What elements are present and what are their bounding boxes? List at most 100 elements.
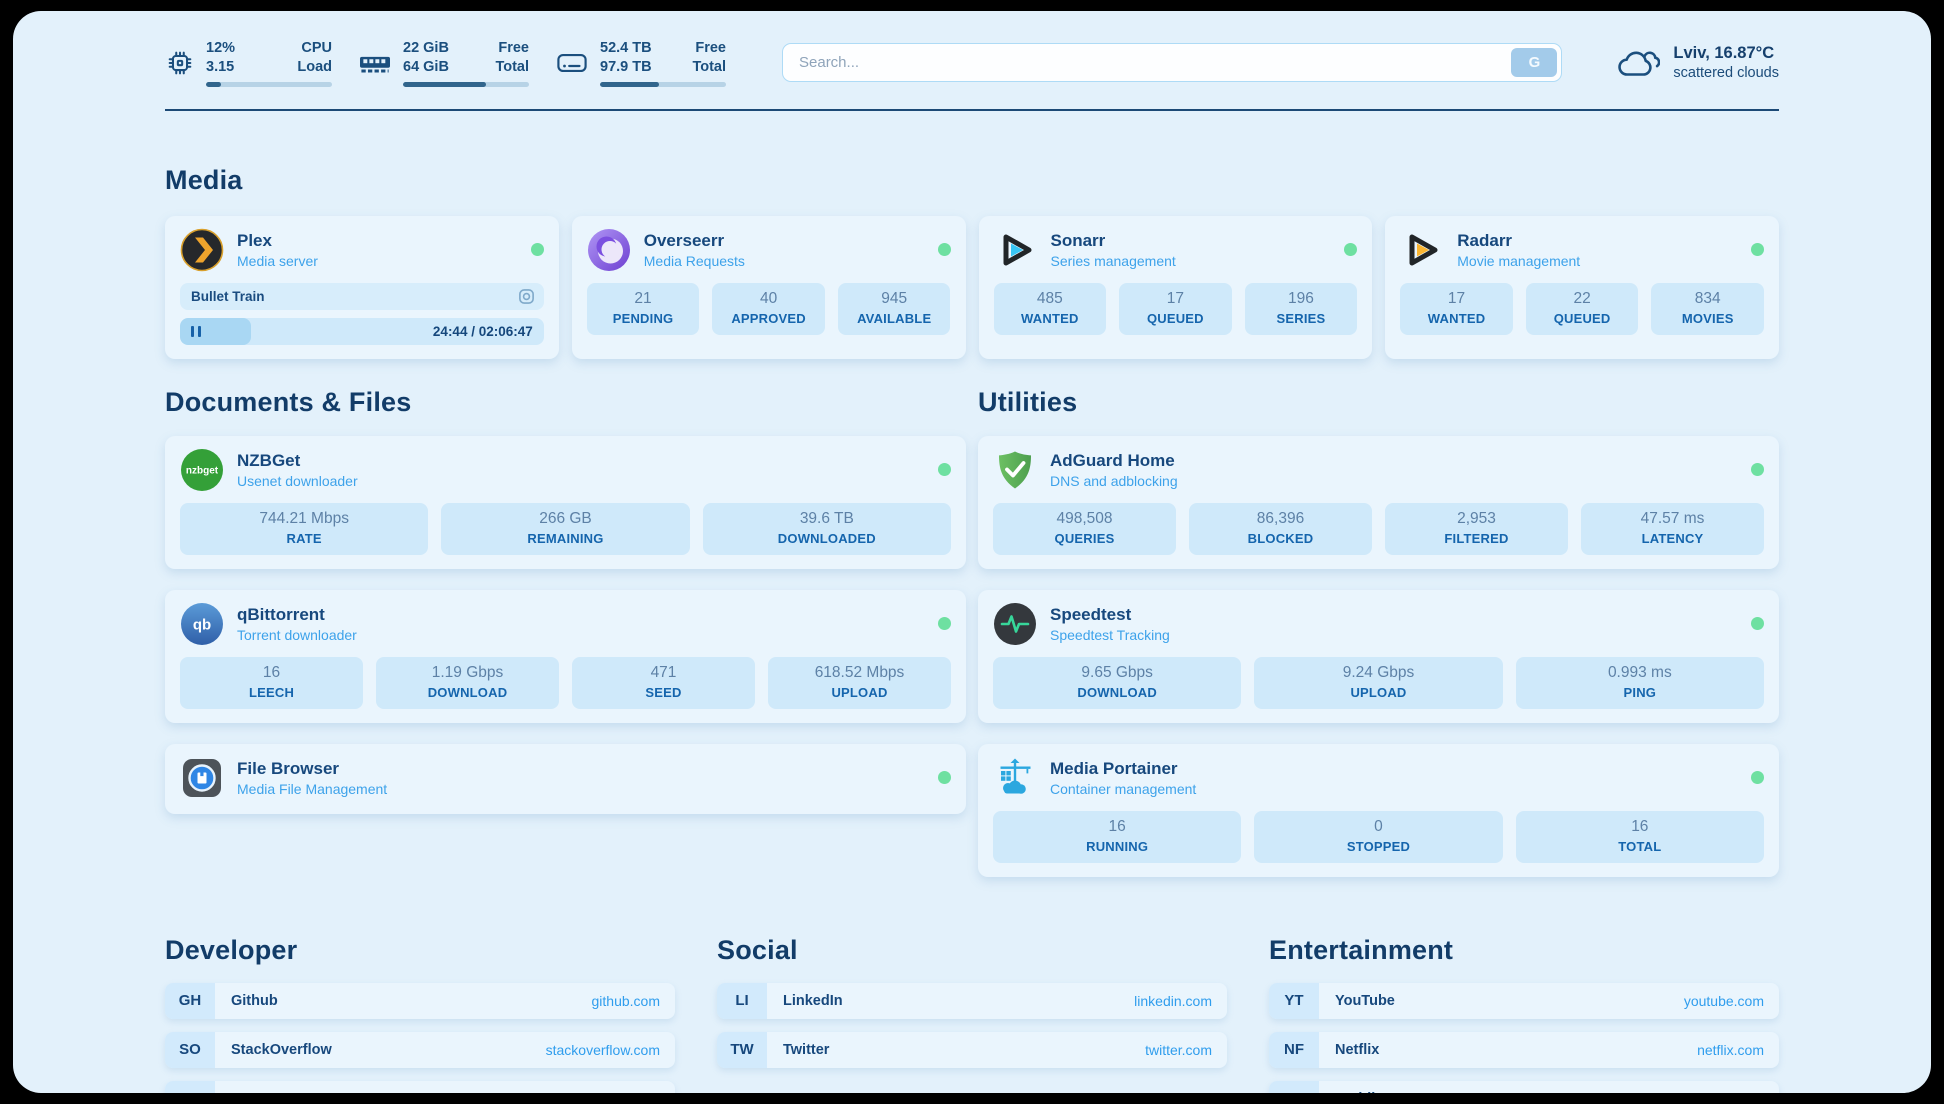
- speedtest-stat-ping: 0.993 ms PING: [1515, 656, 1764, 709]
- ram-widget: 22 GiB 64 GiB Free Total: [358, 39, 529, 87]
- disk-free-value: 52.4 TB: [600, 40, 652, 56]
- sonarr-stat-series: 196 SERIES: [1244, 282, 1358, 335]
- svg-text:nzbget: nzbget: [186, 465, 219, 476]
- app-card-sonarr[interactable]: Sonarr Series management 485 WANTED 17 QUE…: [978, 215, 1373, 359]
- link-url-youtube[interactable]: youtube.com: [1683, 992, 1764, 1009]
- radarr-stat-wanted: 17 WANTED: [1400, 282, 1513, 335]
- search-engine-button[interactable]: G: [1511, 48, 1558, 78]
- cpu-progress-bar: [206, 81, 332, 87]
- ram-total-value: 64 GiB: [403, 58, 449, 75]
- plex-session-icon[interactable]: [518, 288, 535, 305]
- link-youtube[interactable]: YT YouTube youtube.com: [1269, 982, 1779, 1019]
- link-tag-linkedin: LI: [717, 982, 767, 1019]
- cpu-icon: [168, 51, 192, 75]
- link-url-github[interactable]: github.com: [591, 992, 660, 1009]
- cpu-usage-label: CPU: [301, 40, 332, 56]
- adguard-stat-filtered: 2,953 FILTERED: [1385, 502, 1568, 555]
- app-card-radarr[interactable]: Radarr Movie management 17 WANTED 22 QUEUE…: [1385, 215, 1779, 359]
- plex-now-playing[interactable]: Bullet Train: [180, 282, 544, 310]
- ram-progress-bar: [403, 81, 529, 87]
- link-url-dev[interactable]: dev.to: [623, 1091, 660, 1093]
- speedtest-stat-download: 9.65 Gbps DOWNLOAD: [993, 656, 1242, 709]
- ram-free-label: Free: [498, 40, 529, 56]
- app-card-qbittorrent[interactable]: qb qBittorrent Torrent downloader 16 LEEC…: [165, 589, 966, 723]
- section-developer: Developer GH Github github.com SO StackO…: [165, 935, 675, 1093]
- link-netflix[interactable]: NF Netflix netflix.com: [1269, 1031, 1779, 1068]
- link-github[interactable]: GH Github github.com: [165, 982, 675, 1019]
- cpu-widget: 12% 3.15 CPU Load: [165, 39, 332, 87]
- portainer-stat-total: 16 TOTAL: [1515, 810, 1764, 863]
- section-media: Media Plex Media server Bullet Train: [165, 165, 1779, 359]
- sonarr-stat-wanted: 485 WANTED: [993, 282, 1107, 335]
- portainer-stat-running: 16 RUNNING: [993, 810, 1242, 863]
- filebrowser-icon: [183, 758, 221, 797]
- cpu-usage-value: 12%: [206, 40, 236, 56]
- app-card-adguard[interactable]: AdGuard Home DNS and adblocking 498,508 Q…: [978, 435, 1779, 569]
- link-tag-youtube: YT: [1269, 982, 1319, 1019]
- link-url-twitter[interactable]: twitter.com: [1145, 1041, 1212, 1058]
- link-url-stackoverflow[interactable]: stackoverflow.com: [545, 1041, 660, 1058]
- app-card-overseerr[interactable]: Overseerr Media Requests 21 PENDING 40 APP…: [571, 215, 966, 359]
- link-url-netflix[interactable]: netflix.com: [1697, 1041, 1764, 1058]
- radarr-icon: [1409, 234, 1438, 266]
- app-card-speedtest[interactable]: Speedtest Speedtest Tracking 9.65 Gbps DO…: [978, 589, 1779, 723]
- plex-icon: [180, 228, 224, 271]
- svg-text:qb: qb: [193, 616, 211, 633]
- filebrowser-subtitle: Media File Management: [237, 780, 388, 797]
- qbittorrent-stat-leech: 16 LEECH: [180, 656, 363, 709]
- link-url-linkedin[interactable]: linkedin.com: [1134, 992, 1212, 1009]
- link-name-linkedin: LinkedIn: [783, 992, 843, 1009]
- qbittorrent-stat-seed: 471 SEED: [572, 656, 755, 709]
- qbittorrent-stat-upload: 618.52 Mbps UPLOAD: [768, 656, 951, 709]
- link-name-netflix: Netflix: [1335, 1041, 1380, 1058]
- app-card-nzbget[interactable]: nzbget NZBGet Usenet downloader 744.21 M…: [165, 435, 966, 569]
- app-card-plex[interactable]: Plex Media server Bullet Train: [165, 215, 559, 359]
- sonarr-name: Sonarr: [1050, 230, 1106, 250]
- sonarr-subtitle: Series management: [1050, 252, 1176, 269]
- app-card-portainer[interactable]: Media Portainer Container management 16 R…: [978, 743, 1779, 877]
- nzbget-stat-downloaded: 39.6 TB DOWNLOADED: [702, 502, 951, 555]
- cpu-load-value: 3.15: [206, 58, 235, 75]
- search-bar: G: [782, 43, 1563, 83]
- speedtest-subtitle: Speedtest Tracking: [1050, 626, 1170, 643]
- section-title-social: Social: [717, 934, 798, 965]
- disk-total-value: 97.9 TB: [600, 58, 652, 75]
- filebrowser-name: File Browser: [237, 758, 340, 778]
- overseerr-icon: [587, 228, 630, 271]
- link-twitter[interactable]: TW Twitter twitter.com: [717, 1031, 1227, 1068]
- adguard-icon: [999, 451, 1031, 489]
- plex-progress-bar[interactable]: 24:44 / 02:06:47: [180, 317, 544, 345]
- plex-now-playing-title: Bullet Train: [191, 288, 265, 304]
- adguard-subtitle: DNS and adblocking: [1050, 472, 1178, 489]
- search-input[interactable]: [782, 43, 1563, 83]
- link-linkedin[interactable]: LI LinkedIn linkedin.com: [717, 982, 1227, 1019]
- adguard-stat-blocked: 86,396 BLOCKED: [1189, 502, 1372, 555]
- app-card-filebrowser[interactable]: File Browser Media File Management: [165, 743, 966, 814]
- link-stackoverflow[interactable]: SO StackOverflow stackoverflow.com: [165, 1031, 675, 1068]
- nzbget-status-dot: [938, 463, 951, 477]
- plex-subtitle: Media server: [237, 252, 318, 269]
- overseerr-stat-approved: 40 APPROVED: [712, 282, 825, 335]
- link-url-reddit[interactable]: reddit.com: [1699, 1091, 1764, 1093]
- qbittorrent-icon: qb: [181, 602, 223, 645]
- portainer-status-dot: [1751, 771, 1764, 785]
- section-title-entertainment: Entertainment: [1269, 934, 1454, 965]
- speedtest-name: Speedtest: [1050, 604, 1132, 624]
- sonarr-stat-queued: 17 QUEUED: [1119, 282, 1232, 335]
- link-reddit[interactable]: RE Reddit reddit.com: [1269, 1080, 1779, 1093]
- link-name-stackoverflow: StackOverflow: [231, 1041, 332, 1058]
- speedtest-stat-upload: 9.24 Gbps UPLOAD: [1254, 656, 1503, 709]
- section-social: Social LI LinkedIn linkedin.com TW Twitt…: [717, 935, 1227, 1093]
- radarr-subtitle: Movie management: [1457, 252, 1581, 269]
- disk-icon: [557, 53, 587, 72]
- link-name-twitter: Twitter: [783, 1041, 830, 1058]
- qbittorrent-stat-download: 1.19 Gbps DOWNLOAD: [376, 656, 559, 709]
- weather-widget[interactable]: Lviv, 16.87°C scattered clouds: [1614, 44, 1779, 82]
- link-name-reddit: Reddit: [1335, 1091, 1380, 1093]
- portainer-subtitle: Container management: [1050, 780, 1197, 797]
- filebrowser-status-dot: [938, 771, 951, 785]
- overseerr-subtitle: Media Requests: [643, 252, 745, 269]
- pause-icon[interactable]: [191, 325, 201, 337]
- link-dev[interactable]: DT DEV dev.to: [165, 1080, 675, 1093]
- radarr-stat-queued: 22 QUEUED: [1525, 282, 1639, 335]
